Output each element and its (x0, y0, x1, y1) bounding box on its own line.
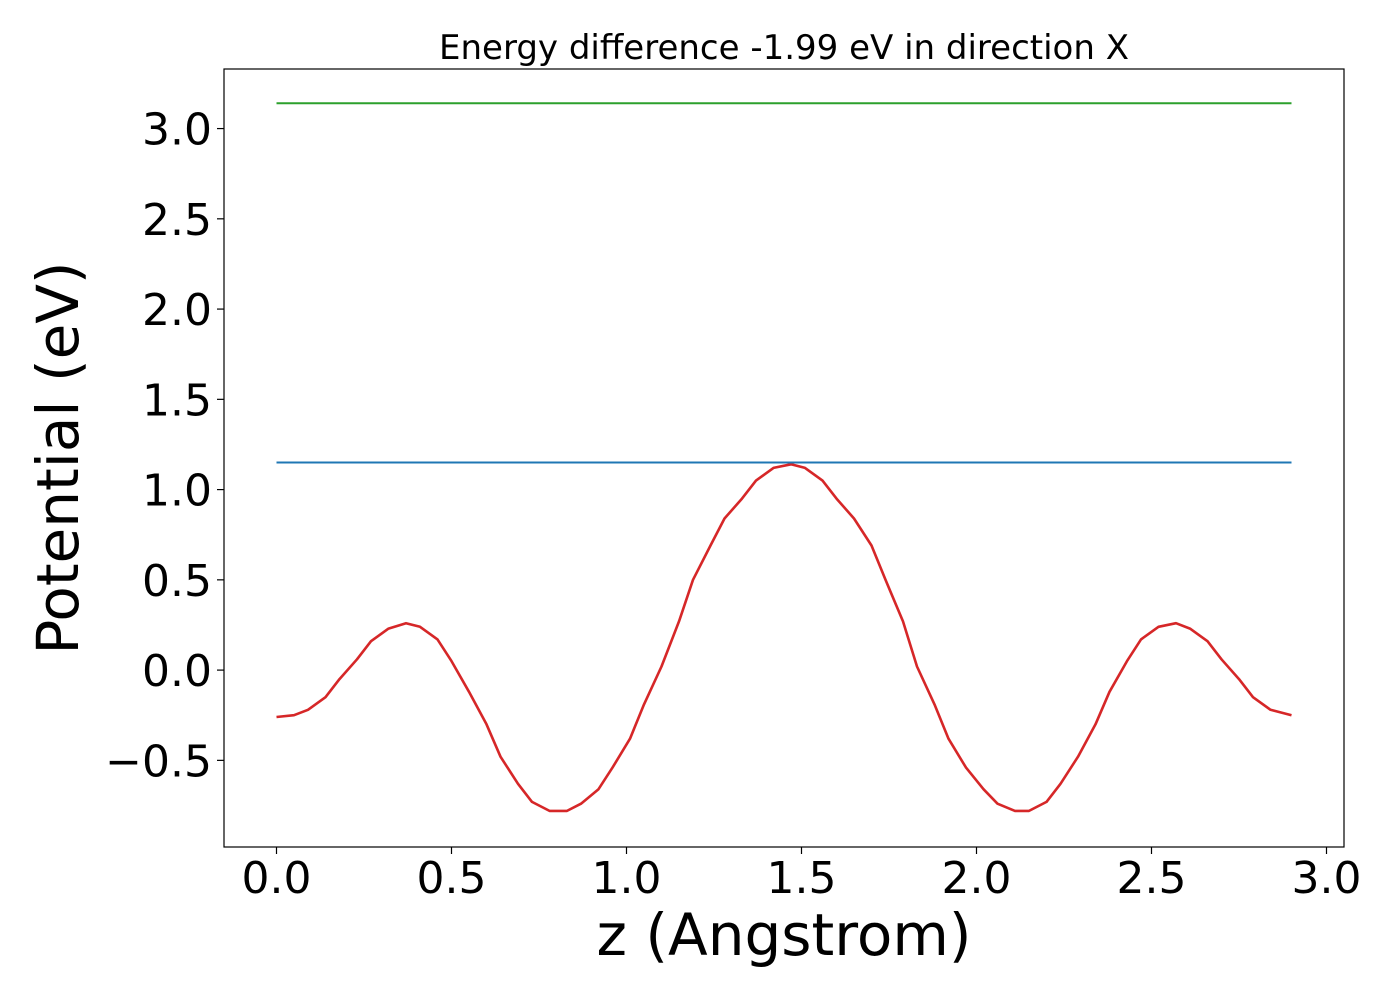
series-line-0 (276, 462, 1292, 813)
axes-frame (223, 68, 1345, 848)
y-tick-label: 0.0 (142, 646, 212, 697)
y-tick-label: 1.5 (142, 375, 212, 426)
y-tick-label: 1.0 (142, 466, 212, 517)
x-axis-ticks: 0.0 0.5 1.0 1.5 2.0 2.5 3.0 (242, 847, 1362, 904)
x-tick-label: 0.5 (417, 853, 487, 904)
series-layer (276, 102, 1292, 813)
x-tick-label: 2.0 (942, 853, 1012, 904)
x-tick-label: 0.0 (242, 853, 312, 904)
y-axis-ticks: −0.5 0.0 0.5 1.0 1.5 2.0 2.5 3.0 (105, 105, 224, 787)
x-axis-label: z (Angstrom) (597, 901, 972, 969)
y-tick-label: 2.5 (142, 195, 212, 246)
x-tick-label: 1.0 (592, 853, 662, 904)
plot-area (224, 69, 1344, 847)
x-tick-label: 3.0 (1292, 853, 1362, 904)
y-tick-label: 3.0 (142, 105, 212, 156)
y-tick-label: 0.5 (142, 556, 212, 607)
x-tick-label: 2.5 (1117, 853, 1187, 904)
y-tick-label: 2.0 (142, 285, 212, 336)
x-tick-label: 1.5 (767, 853, 837, 904)
y-tick-label: −0.5 (105, 736, 212, 787)
y-axis-label: Potential (eV) (24, 261, 92, 654)
chart-title: Energy difference -1.99 eV in direction … (439, 28, 1129, 68)
